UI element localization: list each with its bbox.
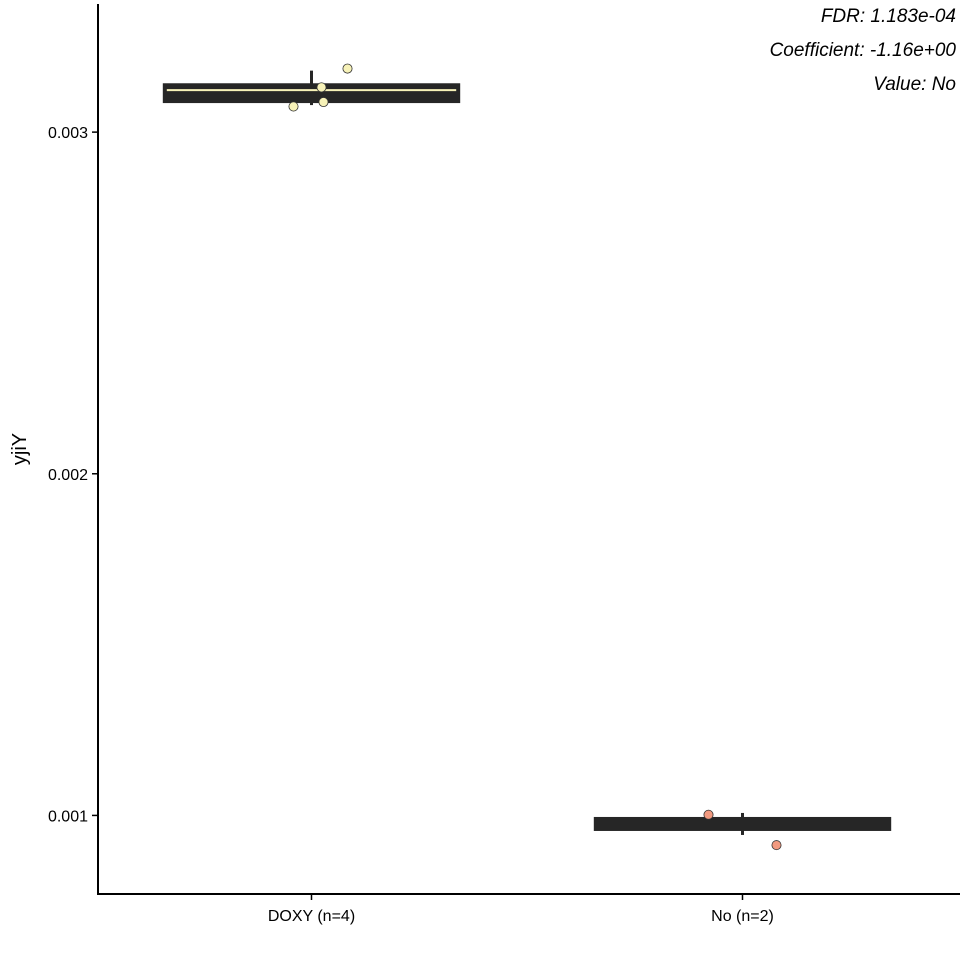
value-annotation: Value: No (873, 74, 956, 95)
x-tick-label: DOXY (n=4) (268, 908, 355, 925)
y-ticks: 0.001 0.002 0.003 (48, 125, 98, 825)
box-groups (163, 71, 891, 835)
y-tick-label: 0.002 (48, 467, 88, 484)
data-points (289, 64, 781, 850)
data-point (289, 102, 298, 111)
data-point (704, 810, 713, 819)
x-ticks: DOXY (n=4) No (n=2) (268, 894, 774, 925)
y-tick-label: 0.003 (48, 125, 88, 142)
y-axis-title: yjiY (9, 433, 31, 465)
data-point (317, 83, 326, 92)
fdr-annotation: FDR: 1.183e-04 (821, 6, 956, 27)
y-tick-label: 0.001 (48, 808, 88, 825)
x-tick-label: No (n=2) (711, 908, 774, 925)
data-point (319, 97, 328, 106)
data-point (343, 64, 352, 73)
data-point (772, 841, 781, 850)
coefficient-annotation: Coefficient: -1.16e+00 (770, 40, 957, 61)
